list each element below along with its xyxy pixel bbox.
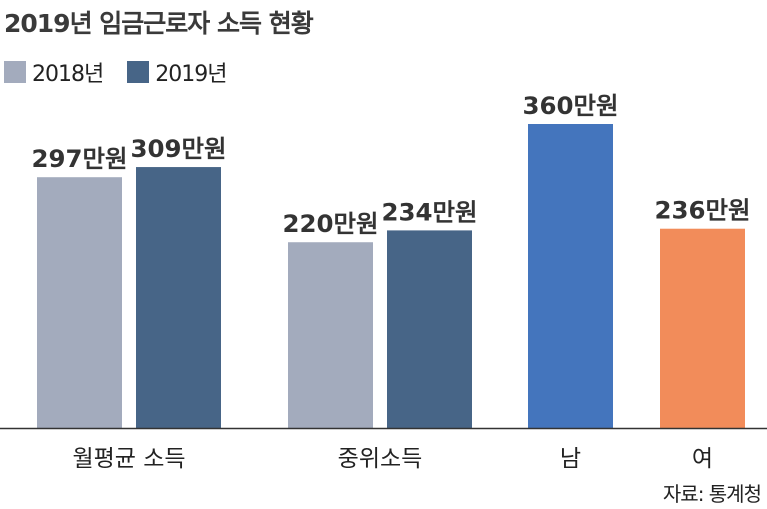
data-label-중위소득-2018년: 220만원: [283, 210, 379, 238]
data-label-월평균-소득-2019년: 309만원: [131, 135, 227, 163]
data-label-중위소득-2019년: 234만원: [382, 198, 478, 226]
bar-월평균-소득-2018년: [37, 177, 122, 428]
legend-item-2018: 2018년: [4, 56, 104, 88]
data-label-남: 360만원: [523, 92, 619, 120]
legend-swatch-2018: [4, 61, 26, 83]
category-label-여: 여: [692, 446, 713, 472]
chart-title: 2019년 임금근로자 소득 현황: [4, 9, 314, 38]
bar-중위소득-2018년: [288, 242, 373, 428]
bar-남: [528, 124, 613, 428]
source-note: 자료: 통계청: [662, 482, 762, 506]
bar-중위소득-2019년: [387, 230, 472, 428]
category-label-남: 남: [560, 446, 581, 472]
legend-swatch-2019: [127, 61, 150, 83]
bar-여: [660, 228, 745, 428]
legend: 2018년 2019년: [4, 56, 250, 88]
category-label-중위소득: 중위소득: [338, 446, 423, 472]
legend-item-2019: 2019년: [127, 56, 227, 88]
data-label-여: 236만원: [655, 197, 751, 225]
legend-label-2019: 2019년: [155, 62, 227, 87]
legend-label-2018: 2018년: [32, 62, 104, 87]
category-label-월평균-소득: 월평균 소득: [72, 446, 185, 472]
data-label-월평균-소득-2018년: 297만원: [32, 145, 128, 173]
bar-월평균-소득-2019년: [136, 167, 221, 429]
